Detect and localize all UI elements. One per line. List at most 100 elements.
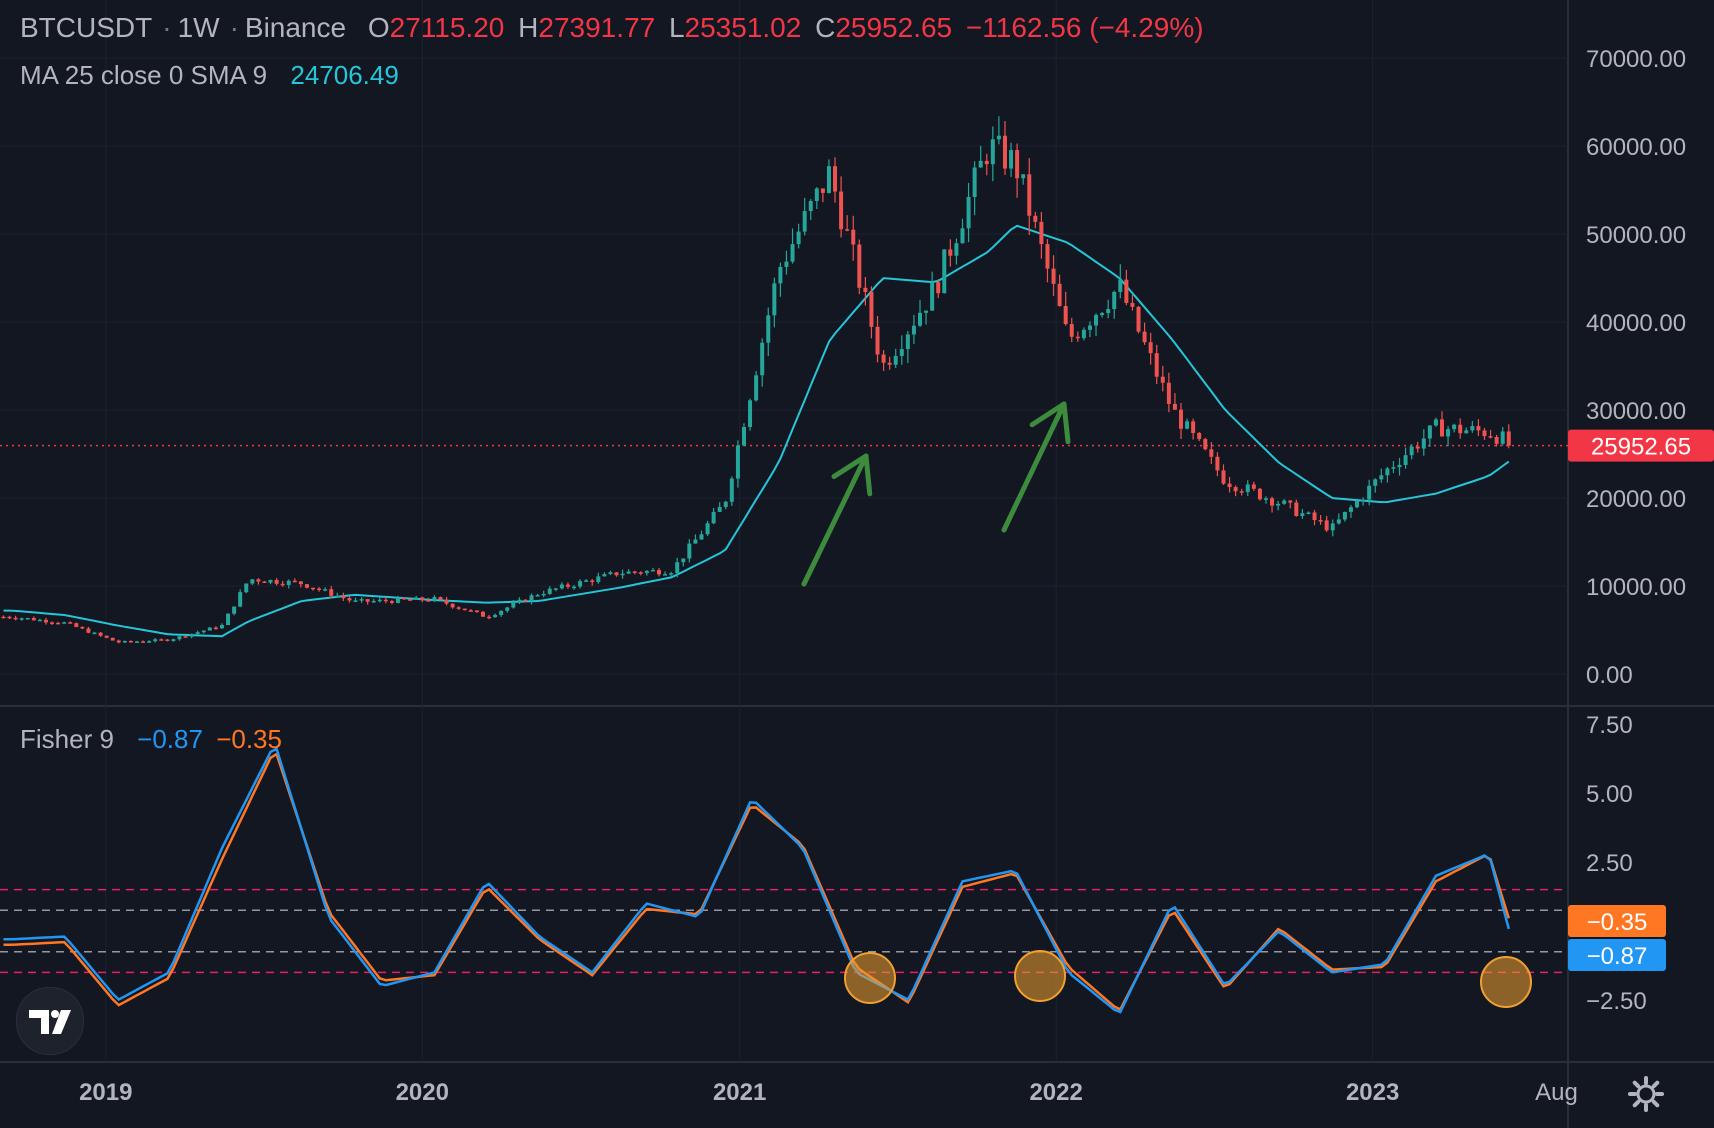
candle-body: [717, 506, 722, 512]
ma-line-layer: [3, 224, 1510, 638]
candle-body: [517, 599, 522, 603]
price-tick-label: 50000.00: [1586, 222, 1686, 249]
price-tick-label: 40000.00: [1586, 310, 1686, 337]
candle-body: [681, 558, 686, 563]
candle-body: [1373, 479, 1378, 486]
candle-body: [559, 584, 564, 589]
ma-legend[interactable]: MA 25 close 0 SMA 9 24706.49: [20, 60, 405, 91]
candle-body: [1106, 309, 1111, 314]
candle-body: [153, 639, 158, 642]
candle-body: [1300, 513, 1305, 516]
candle-body: [1342, 511, 1347, 520]
candle-body: [638, 572, 643, 574]
candle-body: [1494, 436, 1499, 444]
price-tick-label: 60000.00: [1586, 134, 1686, 161]
candle-body: [359, 599, 364, 601]
candle-body: [195, 632, 200, 634]
candle-body: [723, 501, 728, 507]
candle-body: [741, 426, 746, 446]
interval-label[interactable]: 1W: [177, 12, 220, 43]
candle-body: [1002, 135, 1007, 169]
candle-body: [784, 261, 789, 267]
candle-body: [298, 581, 303, 585]
settings-gear-icon[interactable]: [1626, 1074, 1666, 1114]
candle-body: [620, 573, 625, 576]
candle-body: [1324, 520, 1329, 531]
fisher-legend[interactable]: Fisher 9 −0.87 −0.35: [20, 724, 288, 755]
candle-body: [323, 589, 328, 591]
candle-body: [535, 595, 540, 597]
price-tick-label: 70000.00: [1586, 46, 1686, 73]
candle-body: [1330, 523, 1335, 531]
candle-body: [632, 571, 637, 574]
candle-body: [292, 580, 297, 583]
candle-body: [1464, 430, 1469, 434]
trigger-badge-label: −0.35: [1587, 909, 1648, 936]
candle-body: [1488, 436, 1493, 438]
candle-body: [1075, 336, 1080, 339]
candle-body: [1385, 468, 1390, 476]
time-tick-label: 2022: [1029, 1079, 1082, 1106]
tradingview-logo[interactable]: [16, 987, 84, 1055]
trend-arrow-head: [1029, 401, 1067, 428]
candle-body: [529, 595, 534, 602]
price-tick-label: 30000.00: [1586, 398, 1686, 425]
trend-arrow: [1001, 401, 1067, 533]
candle-body: [990, 139, 995, 165]
candle-body: [1282, 500, 1287, 504]
candle-body: [493, 614, 498, 618]
candle-body: [644, 570, 649, 574]
candle-body: [499, 610, 504, 615]
candle-body: [814, 188, 819, 202]
candle-body: [1033, 215, 1038, 222]
candle-body: [960, 228, 965, 244]
candle-body: [135, 641, 140, 643]
candle-body: [244, 583, 249, 593]
candle-body: [1239, 491, 1244, 493]
candle-body: [911, 325, 916, 335]
candle-body: [171, 639, 176, 641]
candle-body: [1166, 382, 1171, 404]
candle-body: [371, 600, 376, 603]
candle-body: [396, 597, 401, 603]
candle-body: [232, 606, 237, 614]
candle-body: [1015, 150, 1020, 179]
candle-body: [444, 599, 449, 604]
candle-body: [881, 354, 886, 363]
candle-body: [578, 581, 583, 587]
candle-body: [1100, 313, 1105, 316]
candle-body: [905, 334, 910, 350]
candle-body: [565, 584, 570, 587]
candle-body: [438, 597, 443, 600]
candle-body: [62, 622, 67, 624]
candle-body: [766, 315, 771, 343]
candle-body: [1063, 306, 1068, 325]
candle-body: [790, 244, 795, 262]
fisher-legend-label: Fisher 9: [20, 724, 114, 754]
candle-body: [1433, 419, 1438, 426]
candle-body: [893, 355, 898, 365]
candle-body: [1306, 512, 1311, 514]
candle-body: [1476, 426, 1481, 431]
candle-body: [802, 211, 807, 232]
candle-body: [80, 626, 85, 629]
annotations-layer: [801, 401, 1071, 587]
symbol-name[interactable]: BTCUSDT: [20, 12, 153, 43]
candle-body: [1421, 438, 1426, 449]
price-axis[interactable]: 70000.00 60000.00 50000.00 40000.00 30000.00…: [1568, 46, 1714, 1015]
candle-body: [1452, 424, 1457, 430]
time-axis[interactable]: 2019 2020 2021 2022 2023 Aug: [79, 1079, 1578, 1106]
candle-body: [1367, 485, 1372, 500]
candle-body: [699, 534, 704, 540]
fisher-line: [3, 747, 1511, 1014]
close-value: 25952.65: [835, 12, 953, 43]
candle-body: [238, 592, 243, 607]
candle-body: [432, 597, 437, 601]
candle-body: [13, 617, 18, 620]
candle-body: [735, 445, 740, 479]
candle-body: [820, 188, 825, 193]
candle-body: [207, 627, 212, 631]
candle-body: [1257, 488, 1262, 500]
open-value: 27115.20: [389, 12, 505, 43]
